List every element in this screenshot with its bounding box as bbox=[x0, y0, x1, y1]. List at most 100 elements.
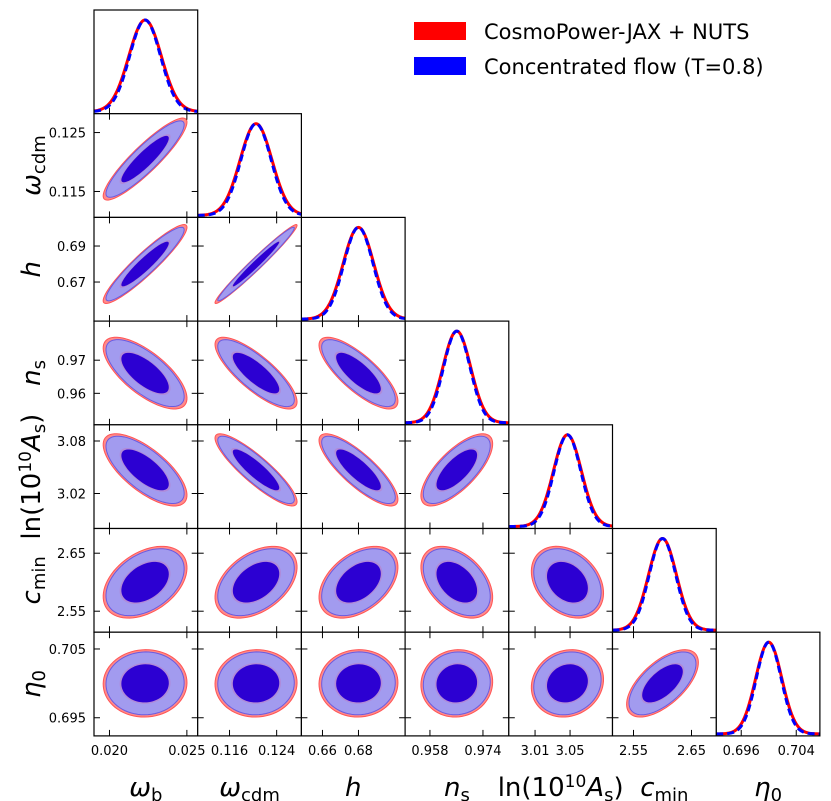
contour-panel-eta_0-vs-n_s bbox=[404, 631, 510, 737]
flow-pdf-line bbox=[716, 640, 820, 736]
legend-swatch-flow bbox=[414, 57, 466, 75]
flow-contour-68 bbox=[336, 449, 381, 491]
legend-swatch-nuts bbox=[414, 22, 466, 40]
flow-contour-68 bbox=[232, 352, 280, 394]
flow-pdf-line bbox=[508, 433, 613, 528]
y-tick-label: 0.69 bbox=[57, 240, 86, 255]
flow-contour-68 bbox=[642, 664, 683, 703]
y-tick-label: 0.695 bbox=[49, 712, 86, 727]
panel-frame bbox=[611, 631, 717, 737]
contour-panel-omega_cdm-vs-omega_b bbox=[93, 113, 199, 218]
contour-panel-h-vs-omega_b bbox=[93, 216, 199, 322]
flow-contour-68 bbox=[121, 352, 169, 394]
diag-panel-ln10A_s bbox=[508, 424, 614, 530]
contour-panel-eta_0-vs-omega_cdm bbox=[197, 631, 302, 737]
x-tick-label: 3.01 bbox=[521, 744, 550, 759]
diag-panel-omega_cdm bbox=[197, 113, 302, 218]
x-tick-label: 0.704 bbox=[778, 744, 815, 759]
contour-panel-ln10A_s-vs-omega_cdm bbox=[197, 424, 302, 530]
y-tick-label: 0.67 bbox=[57, 276, 86, 291]
diag-panel-n_s bbox=[404, 320, 510, 426]
flow-pdf-line bbox=[94, 18, 198, 113]
contour-panel-ln10A_s-vs-h bbox=[300, 424, 406, 530]
flow-contour-68 bbox=[121, 241, 169, 287]
x-tick-label: 0.124 bbox=[258, 744, 295, 759]
y-tick-label: 3.08 bbox=[57, 435, 86, 450]
flow-contour-68 bbox=[232, 561, 280, 603]
flow-contour-68 bbox=[336, 664, 381, 703]
y-tick-label: 3.02 bbox=[57, 487, 86, 502]
flow-contour-68 bbox=[436, 561, 478, 603]
y-tick-label: 0.125 bbox=[49, 127, 86, 142]
panel-background bbox=[612, 528, 717, 633]
flow-pdf-line bbox=[405, 329, 509, 425]
flow-pdf-line bbox=[612, 536, 717, 632]
contour-panel-c_min-vs-omega_cdm bbox=[197, 527, 302, 633]
y-tick-label: 2.55 bbox=[57, 605, 86, 620]
panels: 0.125 0.115 0.69 0.67 0.97 0.96 3.08 3.02 2.65 2.… bbox=[16, 9, 821, 801]
contour-panel-c_min-vs-omega_b bbox=[93, 527, 199, 633]
contour-panel-eta_0-vs-h bbox=[300, 631, 406, 737]
flow-contour-68 bbox=[547, 561, 588, 603]
contour-panel-h-vs-omega_cdm bbox=[197, 216, 302, 322]
contour-panel-eta_0-vs-omega_b bbox=[93, 631, 199, 737]
x-axis-label-h: h bbox=[345, 773, 361, 801]
flow-contour-68 bbox=[121, 561, 169, 603]
contour-panel-ln10A_s-vs-n_s bbox=[404, 424, 510, 530]
legend: CosmoPower-JAX + NUTS Concentrated flow … bbox=[414, 20, 764, 79]
flow-contour-68 bbox=[336, 352, 381, 394]
x-tick-label: 3.05 bbox=[556, 744, 585, 759]
x-tick-label: 0.974 bbox=[464, 744, 501, 759]
contour-panel-n_s-vs-omega_cdm bbox=[197, 320, 302, 426]
contour-panel-c_min-vs-n_s bbox=[404, 527, 510, 633]
x-axis-label-c_min: cmin bbox=[640, 773, 688, 801]
x-axis-label-n_s: ns bbox=[444, 773, 470, 801]
contour-panel-n_s-vs-h bbox=[300, 320, 406, 426]
flow-contour-68 bbox=[121, 664, 169, 703]
diag-panel-c_min bbox=[611, 527, 717, 633]
y-tick-label: 2.65 bbox=[57, 547, 86, 562]
diag-panel-eta_0 bbox=[715, 631, 821, 737]
diag-panel-h bbox=[300, 216, 406, 322]
x-tick-label: 0.116 bbox=[211, 744, 248, 759]
x-axis-label-eta_0: η0 bbox=[754, 773, 782, 801]
y-tick-label: 0.705 bbox=[49, 643, 86, 658]
x-tick-label: 0.68 bbox=[344, 744, 373, 759]
legend-label-nuts: CosmoPower-JAX + NUTS bbox=[484, 20, 749, 44]
y-axis-label-h: h bbox=[17, 261, 47, 277]
x-tick-label: 2.55 bbox=[619, 744, 648, 759]
y-axis-label-eta_0: η0 bbox=[17, 670, 50, 698]
y-axis-label-omega_cdm: ωcdm bbox=[17, 135, 50, 196]
panel-background bbox=[94, 10, 198, 114]
contour-panel-c_min-vs-h bbox=[300, 527, 406, 633]
y-axis-label-ln10A_s: ln(1010As) bbox=[16, 414, 50, 540]
x-tick-label: 0.958 bbox=[411, 744, 448, 759]
x-tick-label: 2.65 bbox=[677, 744, 706, 759]
y-tick-label: 0.97 bbox=[57, 354, 86, 369]
flow-contour-68 bbox=[121, 449, 169, 491]
y-tick-label: 0.96 bbox=[57, 387, 86, 402]
x-axis-label-omega_b: ωb bbox=[129, 773, 162, 801]
flow-contour-68 bbox=[436, 664, 478, 703]
x-tick-label: 0.66 bbox=[308, 744, 337, 759]
contour-panel-eta_0-vs-c_min bbox=[611, 631, 717, 737]
flow-pdf-line bbox=[197, 122, 302, 217]
x-tick-label: 0.020 bbox=[91, 744, 128, 759]
y-axis-label-n_s: ns bbox=[17, 360, 50, 386]
panel-background bbox=[405, 321, 509, 425]
x-axis-label-omega_cdm: ωcdm bbox=[219, 773, 280, 801]
panel-background bbox=[508, 424, 613, 529]
x-tick-label: 0.696 bbox=[723, 744, 760, 759]
x-tick-label: 0.025 bbox=[168, 744, 205, 759]
flow-contour-68 bbox=[232, 241, 280, 287]
contour-panel-ln10A_s-vs-omega_b bbox=[93, 424, 199, 530]
flow-contour-68 bbox=[121, 135, 169, 183]
x-axis-label-ln10A_s: ln(1010As) bbox=[498, 772, 624, 801]
panel-background bbox=[716, 632, 820, 736]
flow-contour-68 bbox=[436, 449, 478, 491]
flow-contour-68 bbox=[232, 664, 280, 703]
flow-contour-68 bbox=[547, 664, 588, 703]
contour-panel-n_s-vs-omega_b bbox=[93, 320, 199, 426]
flow-contour-68 bbox=[232, 449, 280, 491]
